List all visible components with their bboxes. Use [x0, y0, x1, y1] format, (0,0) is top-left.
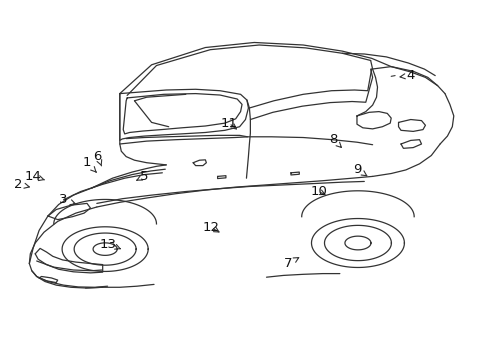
Text: 1: 1: [82, 156, 96, 172]
Text: 6: 6: [93, 150, 102, 166]
Text: 10: 10: [310, 185, 326, 198]
Text: 7: 7: [284, 257, 298, 270]
Text: 8: 8: [328, 133, 341, 148]
Text: 3: 3: [59, 193, 75, 206]
Text: 2: 2: [14, 178, 29, 191]
Text: 9: 9: [352, 163, 366, 176]
Text: 11: 11: [220, 117, 237, 130]
Text: 14: 14: [25, 170, 44, 183]
Text: 4: 4: [399, 69, 414, 82]
Text: 13: 13: [100, 238, 120, 251]
Text: 12: 12: [203, 221, 219, 234]
Text: 5: 5: [137, 170, 148, 183]
